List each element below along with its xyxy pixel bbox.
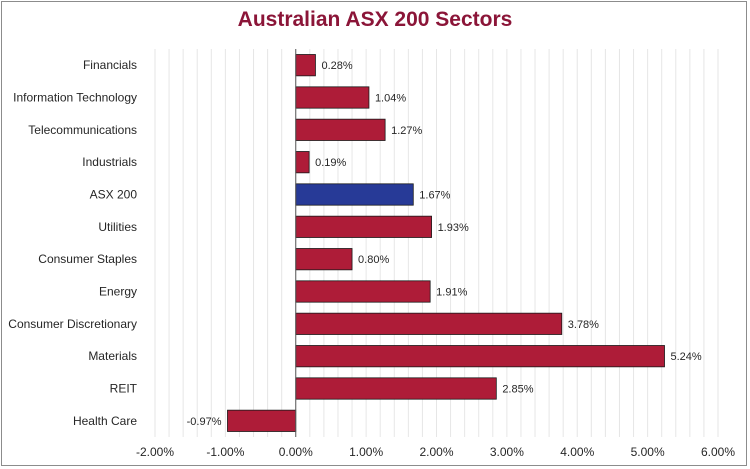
bar-consumer-discretionary [295,312,563,335]
x-tick-label: -2.00% [136,445,174,459]
bar-telecommunications [295,118,386,141]
bar-asx-200 [295,183,414,206]
x-tick-label: 6.00% [701,445,735,459]
x-tick-label: 0.00% [279,445,313,459]
bar-materials [295,345,665,368]
data-label: -0.97% [187,416,222,428]
data-label: 1.67% [419,190,450,202]
data-label: 1.04% [375,93,406,105]
bar-reit [295,377,497,400]
category-label: Consumer Staples [38,252,137,266]
x-tick-label: 2.00% [419,445,453,459]
data-label: 0.80% [358,254,389,266]
data-label: 0.19% [315,157,346,169]
bar-health-care [227,409,297,432]
data-label: 1.91% [436,287,467,299]
bar-energy [295,280,431,303]
x-tick-label: 3.00% [490,445,524,459]
category-label: Industrials [82,155,137,169]
x-tick-label: 1.00% [349,445,383,459]
category-label: REIT [110,382,138,396]
category-label: ASX 200 [90,188,138,202]
data-label: 3.78% [568,319,599,331]
chart-title: Australian ASX 200 Sectors [237,8,513,31]
data-label: 1.93% [438,222,469,234]
bar-industrials [295,151,310,174]
x-tick-label: 5.00% [631,445,665,459]
bar-consumer-staples [295,248,353,271]
bar-utilities [295,215,432,238]
data-label: 5.24% [671,351,702,363]
category-label: Health Care [73,414,137,428]
data-label: 0.28% [321,60,352,72]
category-label: Materials [88,349,137,363]
x-tick-label: -1.00% [206,445,244,459]
category-label: Energy [99,285,137,299]
data-label: 2.85% [502,384,533,396]
category-label: Consumer Discretionary [8,317,137,331]
x-tick-label: 4.00% [560,445,594,459]
category-label: Information Technology [13,91,137,105]
category-label: Telecommunications [28,123,137,137]
bar-information-technology [295,86,370,109]
data-label: 1.27% [391,125,422,137]
category-label: Utilities [98,220,137,234]
category-label: Financials [83,58,137,72]
bar-financials [295,54,316,77]
